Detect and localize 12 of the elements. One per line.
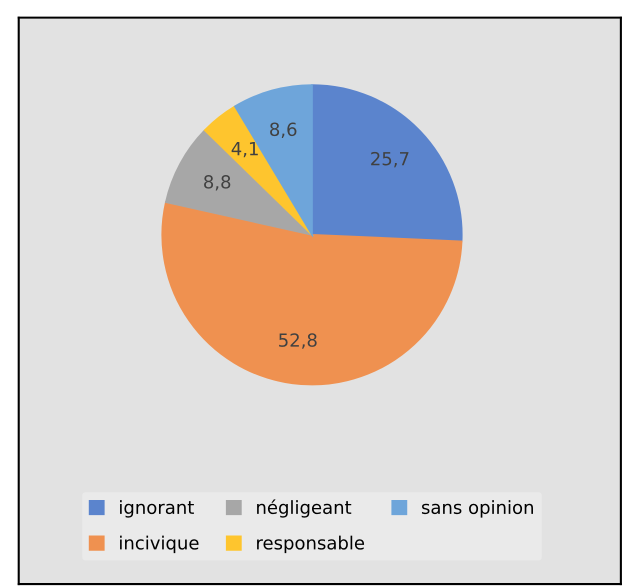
- pie-slice: [161, 201, 462, 386]
- legend-label: incivique: [120, 536, 199, 554]
- data-label: 52,8: [279, 333, 317, 349]
- data-label: 4,1: [232, 142, 258, 158]
- pie-slice: [311, 84, 463, 242]
- legend-label: ignorant: [120, 500, 194, 518]
- legend-label: sans opinion: [422, 500, 533, 518]
- data-label: 8,6: [270, 122, 296, 138]
- legend-label: responsable: [257, 536, 364, 554]
- data-label: 8,8: [204, 175, 230, 191]
- legend-label: négligeant: [257, 499, 352, 518]
- data-label: 25,7: [371, 152, 408, 168]
